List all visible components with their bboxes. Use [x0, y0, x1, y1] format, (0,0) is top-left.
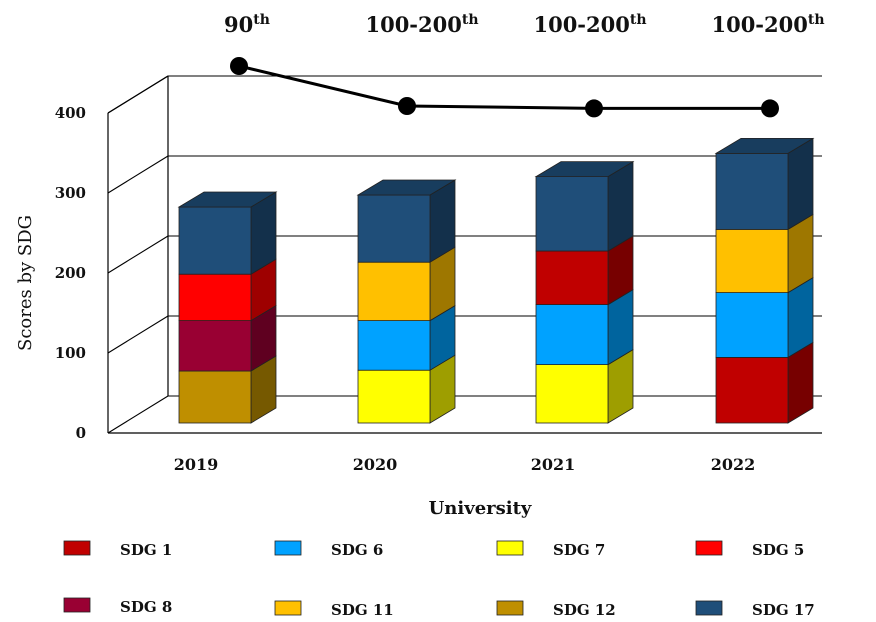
legend-swatch	[63, 597, 91, 613]
legend-swatch	[274, 540, 302, 556]
bar-segment-front	[357, 369, 431, 424]
x-category-label: 2022	[711, 455, 756, 474]
ranking-marker	[398, 97, 416, 115]
ranking-label: 100-200th	[711, 12, 824, 37]
bar-segment-front	[715, 356, 789, 424]
legend-swatch	[496, 540, 524, 556]
bar-segment-front	[178, 273, 252, 322]
bar-segment-front	[715, 228, 789, 293]
x-axis-title: University	[429, 498, 532, 519]
y-axis-ticks: 0 100 200 300 400	[55, 104, 86, 442]
legend-item: SDG 6	[274, 540, 383, 559]
y-tick-label: 0	[76, 424, 86, 442]
bar-segment-front	[178, 206, 252, 275]
bar-segment-front	[715, 152, 789, 230]
legend-label: SDG 7	[553, 541, 605, 559]
bar-segment-front	[357, 261, 431, 322]
bar-segment	[715, 213, 814, 294]
legend: SDG 1 SDG 6 SDG 7 SDG 5 SDG 8 SDG 11 SDG 12 SDG…	[63, 540, 815, 619]
bar-top	[534, 161, 635, 178]
bar-segment-side	[787, 137, 814, 231]
bar-segment	[534, 160, 635, 252]
legend-item: SDG 5	[695, 540, 804, 559]
bar-segment	[178, 258, 277, 322]
bar-segment	[178, 304, 277, 372]
ranking-label: 100-200th	[365, 12, 478, 37]
bar-top	[714, 137, 815, 154]
x-category-label: 2019	[174, 455, 219, 474]
legend-label: SDG 1	[120, 541, 172, 559]
bar-segment-side	[607, 160, 634, 252]
gridline-side	[107, 75, 169, 114]
bar-segment-front	[715, 292, 789, 358]
legend-item: SDG 12	[496, 600, 616, 619]
bar-segment-front	[357, 194, 431, 263]
gridline-side	[107, 395, 169, 434]
bar-top	[177, 191, 278, 208]
legend-swatch	[274, 600, 302, 616]
bar-segment	[177, 191, 278, 275]
ranking-line	[230, 57, 779, 118]
bar-segment-front	[535, 250, 609, 305]
x-axis-categories: 2019 2020 2021 2022	[174, 455, 756, 474]
legend-swatch	[695, 600, 723, 616]
y-axis-title: Scores by SDG	[15, 215, 36, 351]
ranking-marker	[585, 99, 603, 118]
bar-segment-front	[357, 320, 431, 371]
bar-segment-front	[535, 304, 609, 366]
legend-swatch	[496, 600, 524, 616]
bar-segment-front	[535, 176, 609, 252]
bar-segment	[535, 288, 634, 366]
bar-segment	[535, 235, 634, 306]
bar-segment	[356, 179, 457, 263]
y-tick-label: 100	[55, 344, 86, 362]
gridline-side	[107, 315, 169, 354]
y-tick-label: 200	[55, 264, 86, 282]
bar-segment	[715, 276, 814, 359]
y-tick-label: 300	[55, 184, 86, 202]
ranking-polyline	[238, 64, 770, 110]
ranking-label: 100-200th	[533, 12, 646, 37]
legend-item: SDG 1	[63, 540, 172, 559]
legend-item: SDG 7	[496, 540, 605, 559]
legend-item: SDG 17	[695, 600, 815, 619]
legend-label: SDG 6	[331, 541, 383, 559]
x-category-label: 2021	[531, 455, 576, 474]
legend-item: SDG 11	[274, 600, 394, 619]
ranking-marker	[761, 99, 779, 118]
legend-label: SDG 11	[331, 601, 394, 619]
legend-item: SDG 8	[63, 597, 172, 616]
bar-segment	[715, 341, 814, 424]
bar-segment-front	[178, 370, 252, 424]
ranking-marker	[230, 57, 248, 75]
legend-swatch	[63, 540, 91, 556]
bar-segment	[357, 304, 456, 371]
ranking-labels: 90th 100-200th 100-200th 100-200th	[224, 12, 824, 37]
bar-segment-front	[535, 364, 609, 424]
legend-label: SDG 17	[752, 601, 815, 619]
bar-segment	[714, 137, 815, 231]
bar-segment	[357, 246, 456, 322]
gridline-side	[107, 155, 169, 194]
bar-segment	[535, 348, 634, 424]
bar-segment-front	[178, 320, 252, 372]
x-category-label: 2020	[353, 455, 398, 474]
legend-label: SDG 5	[752, 541, 804, 559]
legend-label: SDG 8	[120, 598, 172, 616]
legend-label: SDG 12	[553, 601, 616, 619]
legend-swatch	[695, 540, 723, 556]
y-tick-label: 400	[55, 104, 86, 122]
bar-segment	[178, 355, 277, 424]
bars	[177, 137, 815, 424]
ranking-label: 90th	[224, 12, 270, 37]
gridline-side	[107, 235, 169, 274]
bar-top	[356, 179, 457, 196]
